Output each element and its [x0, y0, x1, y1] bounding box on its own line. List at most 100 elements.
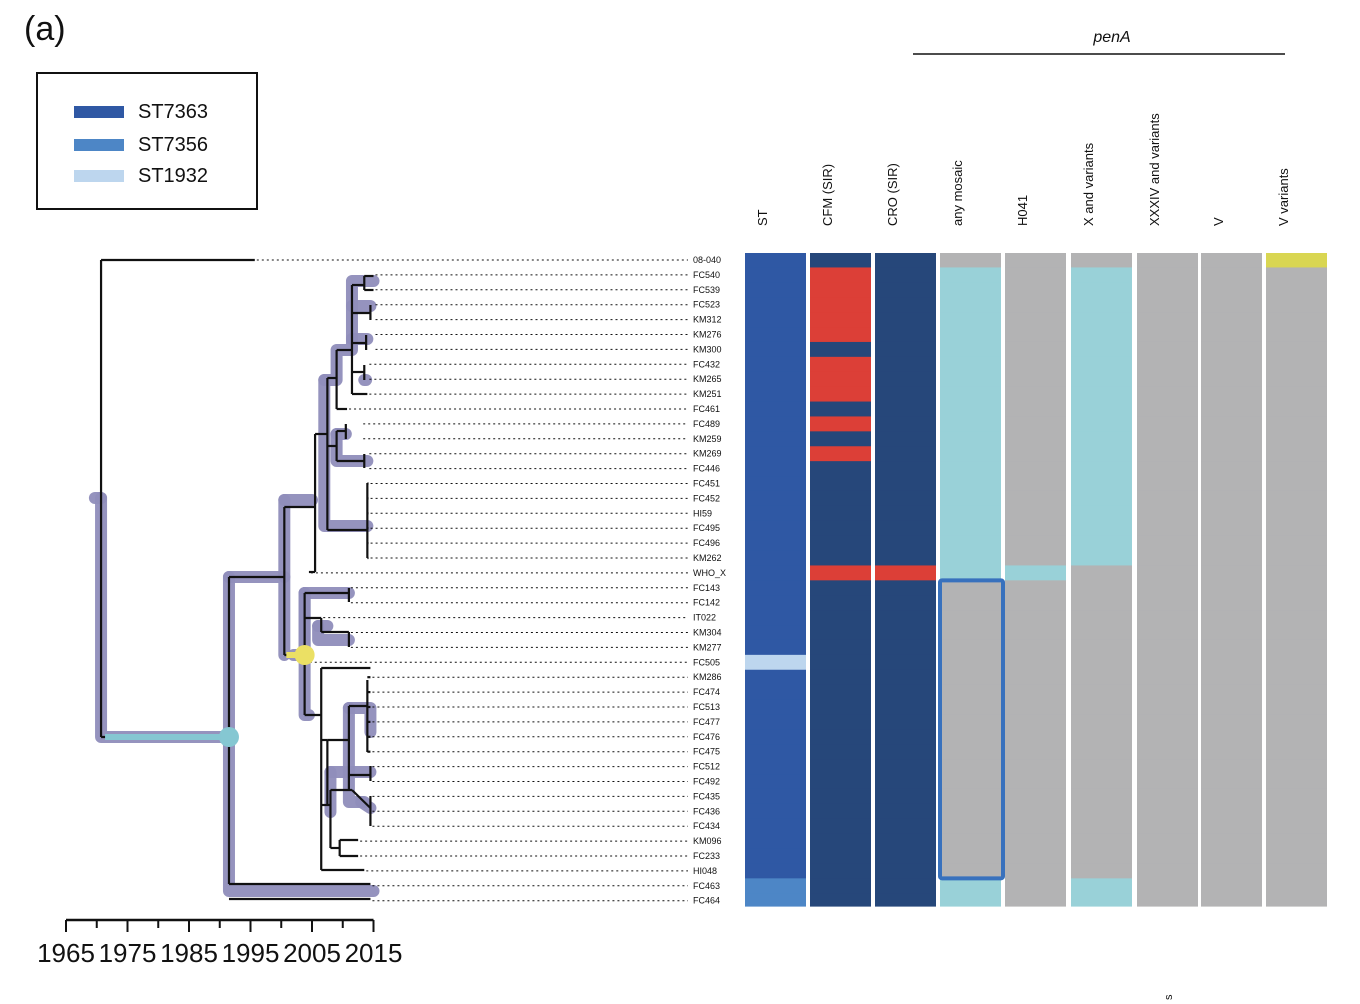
heatmap-cell: [1266, 878, 1327, 894]
heatmap-cell: [1071, 744, 1132, 760]
heatmap-cell: [1071, 595, 1132, 611]
heatmap-cell: [1005, 461, 1066, 477]
heatmap-cell: [1266, 386, 1327, 403]
heatmap-cell: [745, 639, 806, 656]
heatmap-cell: [940, 565, 1001, 581]
heatmap-cell: [745, 565, 806, 581]
heatmap-cell: [810, 505, 871, 522]
heatmap-cell: [1201, 639, 1262, 656]
legend-label: ST1932: [138, 164, 209, 187]
heatmap-cell: [1005, 520, 1066, 537]
heatmap-cell: [1201, 610, 1262, 626]
heatmap-cell: [1201, 818, 1262, 835]
heatmap-cell: [940, 610, 1001, 626]
heatmap-cell: [810, 297, 871, 313]
heatmap-cell: [1266, 788, 1327, 805]
heatmap-cell: [1005, 253, 1066, 269]
heatmap-cell: [940, 833, 1001, 850]
heatmap-cell: [875, 282, 936, 298]
tip-label: HI59: [693, 508, 712, 518]
heatmap-cell: [810, 386, 871, 403]
heatmap-cell: [1266, 610, 1327, 626]
heatmap-cell: [810, 729, 871, 745]
heatmap-cell: [1071, 610, 1132, 626]
heatmap-cell: [1201, 297, 1262, 313]
heatmap-cell: [1071, 490, 1132, 507]
heatmap-cell: [1201, 878, 1262, 894]
heatmap-cell: [940, 431, 1001, 447]
heatmap-cell: [1266, 565, 1327, 581]
heatmap-cell: [810, 774, 871, 790]
tip-label: KM269: [693, 449, 722, 459]
heatmap-cell: [1201, 863, 1262, 879]
heatmap-cell: [940, 878, 1001, 894]
heatmap-cell: [1137, 490, 1198, 507]
heatmap-cell: [1201, 356, 1262, 373]
heatmap-cell: [1266, 341, 1327, 358]
heatmap-cell: [1005, 565, 1066, 581]
heatmap-cell: [745, 714, 806, 730]
heatmap-cell: [875, 833, 936, 850]
heatmap-cell: [1071, 565, 1132, 581]
tip-label: 08-040: [693, 255, 721, 265]
heatmap-cell: [745, 327, 806, 343]
heatmap-cell: [1201, 684, 1262, 701]
heatmap-cell: [1201, 625, 1262, 641]
heatmap-cell: [1137, 253, 1198, 269]
axis-tick-label: 1995: [222, 938, 280, 968]
highlight-branch: [222, 571, 291, 661]
heatmap-cell: [1137, 580, 1198, 596]
heatmap-cell: [1137, 878, 1198, 894]
heatmap-cell: [745, 253, 806, 269]
heatmap-cell: [810, 565, 871, 581]
ancestral-node-yellow: [294, 645, 315, 665]
heatmap-cell: [810, 550, 871, 567]
tip-label: FC496: [693, 538, 720, 548]
legend-item: ST7363: [74, 100, 208, 124]
heatmap-cell: [1071, 476, 1132, 492]
heatmap-cell: [875, 744, 936, 760]
heatmap-cell: [1005, 833, 1066, 850]
heatmap-cell: [1137, 401, 1198, 418]
column-header: X and variants: [1081, 142, 1096, 226]
heatmap-cell: [745, 267, 806, 283]
heatmap-cell: [875, 535, 936, 552]
tip-label: HI048: [693, 866, 717, 876]
tip-label: FC233: [693, 851, 720, 861]
ancestral-node-cyan: [218, 727, 239, 747]
tip-label: KM300: [693, 344, 722, 354]
heatmap-cell: [1071, 774, 1132, 790]
tip-label: FC513: [693, 702, 720, 712]
tip-label: KM265: [693, 374, 722, 384]
heatmap-cell: [810, 267, 871, 283]
heatmap-cell: [745, 684, 806, 701]
heatmap-cell: [875, 267, 936, 283]
heatmap-cell: [1266, 744, 1327, 760]
heatmap-cell: [1266, 297, 1327, 313]
heatmap-cell: [810, 356, 871, 373]
heatmap-cell: [940, 863, 1001, 879]
heatmap-cell: [1137, 833, 1198, 850]
heatmap-cell: [940, 669, 1001, 686]
heatmap-cell: [745, 848, 806, 865]
heatmap-cell: [875, 818, 936, 835]
heatmap-cell: [1266, 446, 1327, 462]
heatmap-cell: [1137, 803, 1198, 820]
heatmap-cell: [875, 729, 936, 745]
heatmap-cell: [1201, 461, 1262, 477]
heatmap-cell: [1071, 297, 1132, 313]
heatmap-cell: [940, 595, 1001, 611]
heatmap-cell: [1266, 669, 1327, 686]
heatmap-cell: [810, 759, 871, 775]
axis-tick-label: 1985: [160, 938, 218, 968]
heatmap-cell: [1137, 610, 1198, 626]
tip-label: FC451: [693, 479, 720, 489]
column-header: CFM (SIR): [820, 164, 835, 226]
heatmap-cell: [810, 669, 871, 686]
heatmap-cell: [875, 669, 936, 686]
heatmap-cell: [810, 401, 871, 418]
heatmap-cell: [1201, 788, 1262, 805]
heatmap-cell: [1266, 371, 1327, 388]
heatmap-cell: [810, 461, 871, 477]
heatmap-cell: [1266, 267, 1327, 283]
